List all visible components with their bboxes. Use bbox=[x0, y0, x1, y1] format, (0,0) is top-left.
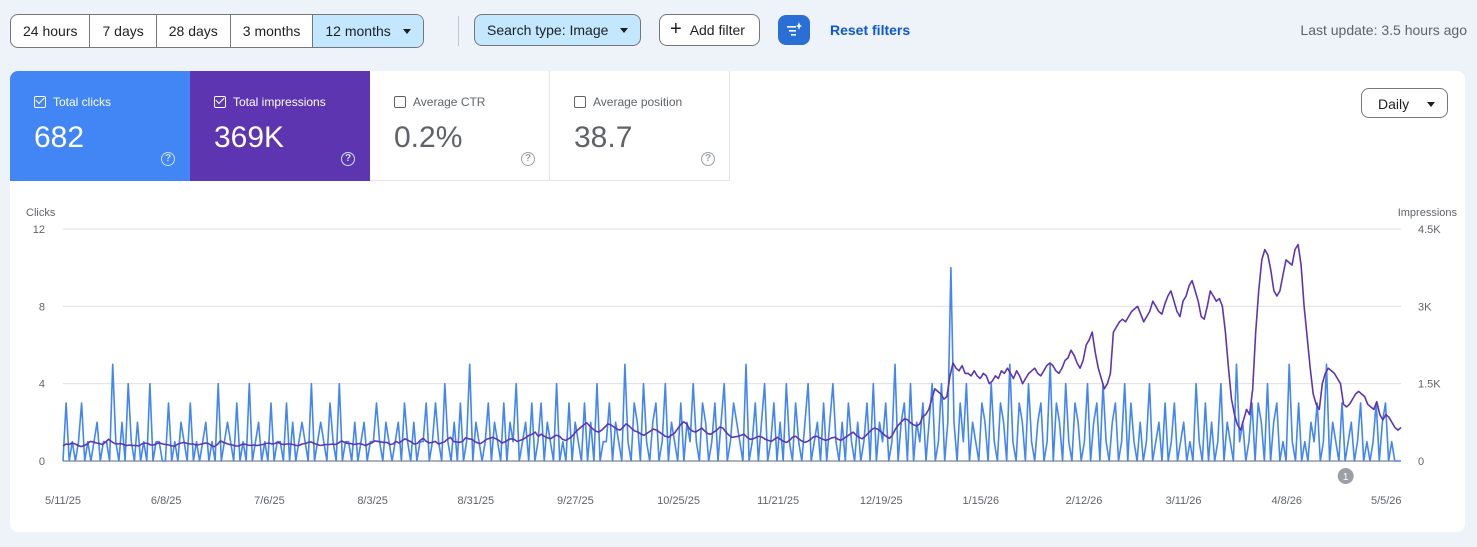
y-tick-label-right: 4.5K bbox=[1418, 224, 1441, 236]
performance-chart: 0 4 8 12 0 1.5K 3K 4.5K Clicks Impressions 5/11/25… bbox=[26, 207, 1458, 507]
search-type-filter[interactable]: Search type: Image bbox=[474, 14, 642, 46]
add-filter-label: Add filter bbox=[689, 22, 745, 38]
metric-label: Average position bbox=[593, 95, 683, 109]
help-icon[interactable]: ? bbox=[161, 152, 175, 166]
series-line-impressions bbox=[62, 243, 1402, 448]
metric-label: Total impressions bbox=[233, 95, 326, 109]
annotation-marker-label: 1 bbox=[1343, 472, 1349, 483]
y-axis-title-left: Clicks bbox=[26, 207, 56, 219]
metric-label: Total clicks bbox=[53, 95, 112, 109]
performance-card: Total clicks 682 ? Total impressions 369… bbox=[10, 71, 1465, 532]
range-28-days[interactable]: 28 days bbox=[157, 15, 231, 47]
metric-tile-average-ctr[interactable]: Average CTR 0.2% ? bbox=[370, 71, 550, 181]
range-12-months-label: 12 months bbox=[325, 23, 391, 39]
x-tick-label: 10/25/25 bbox=[657, 495, 700, 507]
y-tick-label-left: 12 bbox=[33, 224, 45, 236]
metric-value: 369K bbox=[214, 121, 285, 154]
x-tick-label: 12/19/25 bbox=[860, 495, 903, 507]
search-type-label: Search type: Image bbox=[487, 22, 609, 38]
x-tick-label: 11/21/25 bbox=[757, 495, 799, 507]
x-tick-label: 9/27/25 bbox=[557, 495, 594, 507]
plus-icon: + bbox=[670, 18, 682, 40]
x-tick-label: 8/31/25 bbox=[457, 495, 494, 507]
reset-filters-link[interactable]: Reset filters bbox=[830, 22, 911, 38]
add-filter-button[interactable]: + Add filter bbox=[659, 14, 760, 46]
series-line-clicks bbox=[62, 266, 1401, 462]
help-icon[interactable]: ? bbox=[701, 152, 715, 166]
toolbar: 24 hours 7 days 28 days 3 months 12 mont… bbox=[10, 14, 1467, 48]
x-tick-label: 1/15/26 bbox=[962, 495, 999, 507]
checkbox-unchecked-icon[interactable] bbox=[394, 96, 406, 108]
x-tick-label: 6/8/25 bbox=[151, 495, 182, 507]
last-update-text: Last update: 3.5 hours ago bbox=[1300, 22, 1467, 38]
range-24-hours[interactable]: 24 hours bbox=[11, 15, 91, 47]
date-range-selector: 24 hours 7 days 28 days 3 months 12 mont… bbox=[10, 14, 424, 48]
help-icon[interactable]: ? bbox=[521, 152, 535, 166]
metric-label: Average CTR bbox=[413, 95, 486, 109]
y-tick-label-left: 8 bbox=[39, 301, 45, 313]
range-12-months[interactable]: 12 months bbox=[313, 15, 423, 47]
sparkle-filter-icon bbox=[787, 22, 802, 36]
x-tick-label: 3/11/26 bbox=[1166, 495, 1202, 507]
metric-value: 682 bbox=[34, 121, 85, 154]
y-tick-label-left: 4 bbox=[39, 379, 45, 391]
toolbar-divider bbox=[458, 16, 459, 46]
checkbox-checked-icon[interactable] bbox=[214, 94, 226, 108]
granularity-dropdown[interactable]: Daily bbox=[1361, 88, 1448, 118]
metric-value: 38.7 bbox=[574, 121, 633, 154]
x-tick-label: 5/5/26 bbox=[1371, 495, 1402, 507]
chart-series bbox=[62, 243, 1402, 462]
chevron-down-icon bbox=[402, 28, 411, 34]
x-tick-label: 8/3/25 bbox=[357, 495, 388, 507]
x-tick-label: 7/6/25 bbox=[254, 495, 285, 507]
y-tick-label-right: 0 bbox=[1418, 456, 1424, 468]
chart-annotations[interactable]: 1 bbox=[1337, 468, 1354, 484]
metric-tile-average-position[interactable]: Average position 38.7 ? bbox=[550, 71, 730, 181]
checkbox-unchecked-icon[interactable] bbox=[574, 96, 586, 108]
chevron-down-icon bbox=[620, 27, 629, 33]
x-tick-label: 5/11/25 bbox=[45, 495, 81, 507]
y-tick-label-right: 1.5K bbox=[1418, 379, 1441, 391]
ai-filter-button[interactable] bbox=[778, 15, 810, 45]
chart-axes: 0 4 8 12 0 1.5K 3K 4.5K Clicks Impressions 5/11/25… bbox=[26, 207, 1458, 507]
metric-tile-total-clicks[interactable]: Total clicks 682 ? bbox=[10, 71, 190, 181]
y-tick-label-left: 0 bbox=[39, 456, 45, 468]
checkbox-checked-icon[interactable] bbox=[34, 94, 46, 108]
x-tick-label: 4/8/26 bbox=[1271, 495, 1302, 507]
granularity-label: Daily bbox=[1378, 96, 1410, 112]
range-3-months[interactable]: 3 months bbox=[231, 15, 314, 47]
y-axis-title-right: Impressions bbox=[1398, 207, 1458, 219]
metric-value: 0.2% bbox=[394, 121, 463, 154]
metric-tile-total-impressions[interactable]: Total impressions 369K ? bbox=[190, 71, 370, 181]
help-icon[interactable]: ? bbox=[341, 152, 355, 166]
chevron-down-icon bbox=[1427, 102, 1435, 107]
x-tick-label: 2/12/26 bbox=[1066, 495, 1103, 507]
annotation-marker[interactable] bbox=[1337, 468, 1354, 484]
y-tick-label-right: 3K bbox=[1418, 301, 1432, 313]
range-7-days[interactable]: 7 days bbox=[90, 15, 157, 47]
